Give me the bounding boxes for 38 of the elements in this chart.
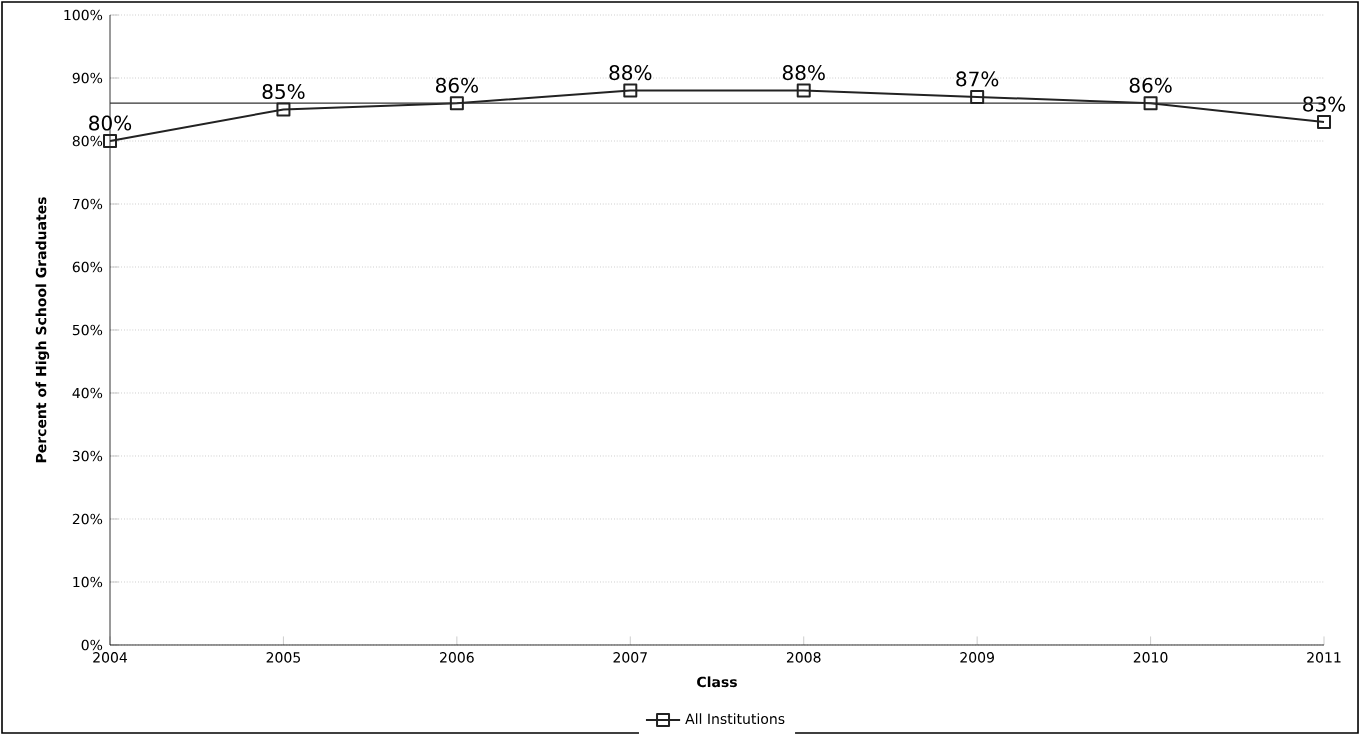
point <box>623 83 638 98</box>
y-tick-label: 40% <box>72 387 103 399</box>
point <box>1317 115 1332 130</box>
text: 87% <box>956 71 999 87</box>
y-tick-label: 10% <box>73 576 103 588</box>
point <box>970 89 985 104</box>
y-tick-label: 100% <box>64 9 103 21</box>
legend-label: All Institutions <box>685 713 785 725</box>
y-tick-label: 90% <box>72 72 103 84</box>
y-tick-label: 70% <box>72 198 103 210</box>
y-axis-title: Percent of High School Graduates <box>35 197 50 463</box>
x-axis-title: Class <box>697 676 737 688</box>
x-tick-label: 2007 <box>613 652 647 663</box>
text: 88% <box>782 65 825 81</box>
y-tick-label: 50% <box>72 324 103 336</box>
y-tick-label: 80% <box>72 135 103 147</box>
text: 88% <box>609 65 652 81</box>
point <box>1143 96 1158 111</box>
x-tick-label: 2008 <box>786 652 821 663</box>
text: 86% <box>435 77 478 93</box>
point <box>796 83 811 98</box>
x-tick-label: 2011 <box>1307 652 1341 663</box>
text: 85% <box>262 83 305 100</box>
point <box>276 102 291 117</box>
x-tick-label: 2005 <box>266 652 301 663</box>
y-tick-label: 30% <box>72 450 103 462</box>
x-tick-label: 2004 <box>93 652 128 663</box>
x-tick-label: 2009 <box>960 652 994 663</box>
y-tick-label: 20% <box>72 513 103 525</box>
point <box>103 134 118 148</box>
x-tick-label: 2006 <box>440 652 474 663</box>
y-tick-label: 60% <box>72 261 103 273</box>
text: 83% <box>1303 96 1346 112</box>
point <box>449 96 464 111</box>
x-tick-label: 2010 <box>1133 652 1168 663</box>
text: 86% <box>1129 77 1172 93</box>
text: 80% <box>89 115 132 131</box>
y-tick-label: 0% <box>81 639 103 651</box>
